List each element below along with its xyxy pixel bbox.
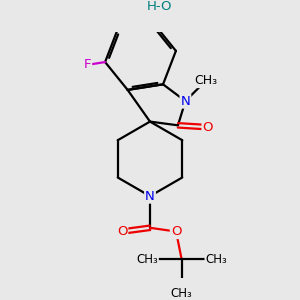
Text: CH₃: CH₃ bbox=[206, 253, 227, 266]
Text: H-O: H-O bbox=[147, 0, 172, 13]
Text: O: O bbox=[171, 225, 181, 238]
Text: CH₃: CH₃ bbox=[136, 253, 158, 266]
Text: N: N bbox=[181, 94, 190, 108]
Text: CH₃: CH₃ bbox=[171, 286, 193, 299]
Text: F: F bbox=[84, 58, 91, 71]
Text: O: O bbox=[202, 121, 213, 134]
Text: O: O bbox=[117, 225, 127, 238]
Text: CH₃: CH₃ bbox=[194, 74, 218, 87]
Text: N: N bbox=[145, 190, 155, 202]
